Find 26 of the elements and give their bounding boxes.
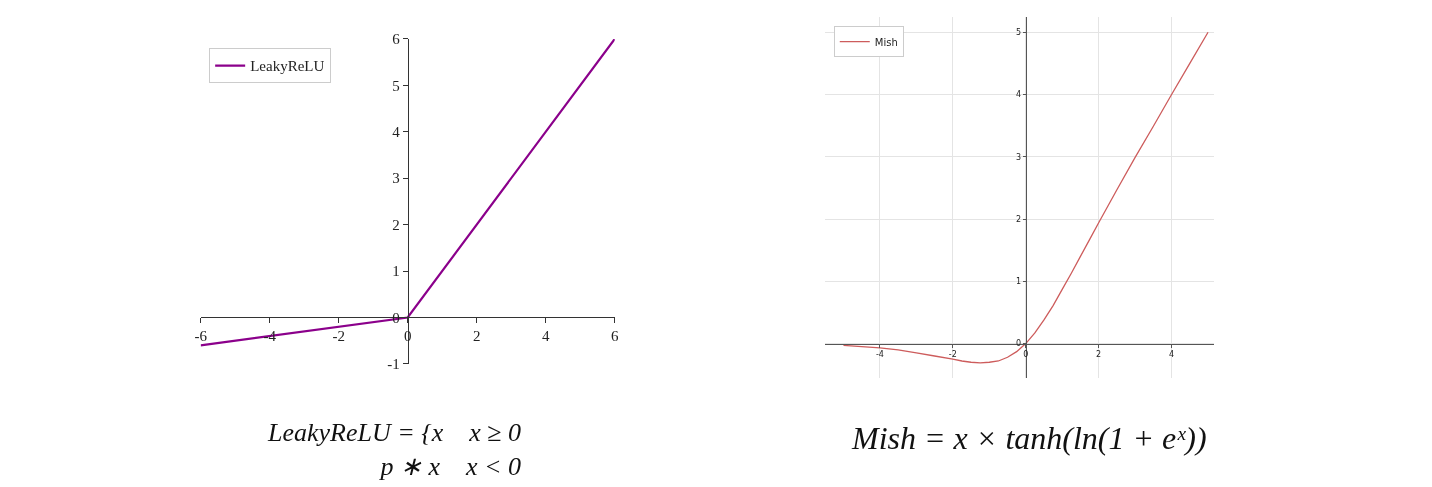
y-tick-label: 4 [392, 124, 401, 141]
y-tick-label: 5 [392, 77, 400, 94]
x-tick-label: 4 [1169, 350, 1175, 360]
y-tick-label: -1 [387, 356, 400, 373]
x-tick-label: -4 [875, 350, 884, 360]
x-tick-label: 6 [610, 328, 619, 345]
y-tick-label: 4 [1016, 90, 1022, 100]
y-tick-label: 6 [392, 31, 401, 48]
text: Mish = x × tanh(ln(1 + eˣ)) [851, 420, 1207, 456]
y-tick-label: 1 [1016, 277, 1022, 287]
text: LeakyReLU = {x x ≥ 0 p ∗ x x < 0 [267, 418, 522, 481]
y-tick-label: 3 [392, 170, 400, 187]
x-tick-label: 0 [1023, 350, 1029, 360]
x-tick-label: 2 [1096, 350, 1102, 360]
legend-label: Mish [874, 36, 898, 48]
x-tick-label: 2 [472, 328, 481, 345]
x-tick-label: 4 [541, 328, 550, 345]
x-tick-label: -2 [332, 328, 345, 345]
y-tick-label: 3 [1016, 152, 1022, 162]
legend-label: LeakyReLU [250, 58, 325, 75]
x-tick-label: -6 [194, 328, 208, 345]
y-tick-label: 5 [1016, 28, 1022, 38]
y-tick-label: 1 [392, 263, 400, 280]
y-tick-label: 2 [1016, 214, 1022, 224]
y-tick-label: 2 [392, 216, 400, 233]
x-tick-label: -2 [948, 350, 957, 360]
